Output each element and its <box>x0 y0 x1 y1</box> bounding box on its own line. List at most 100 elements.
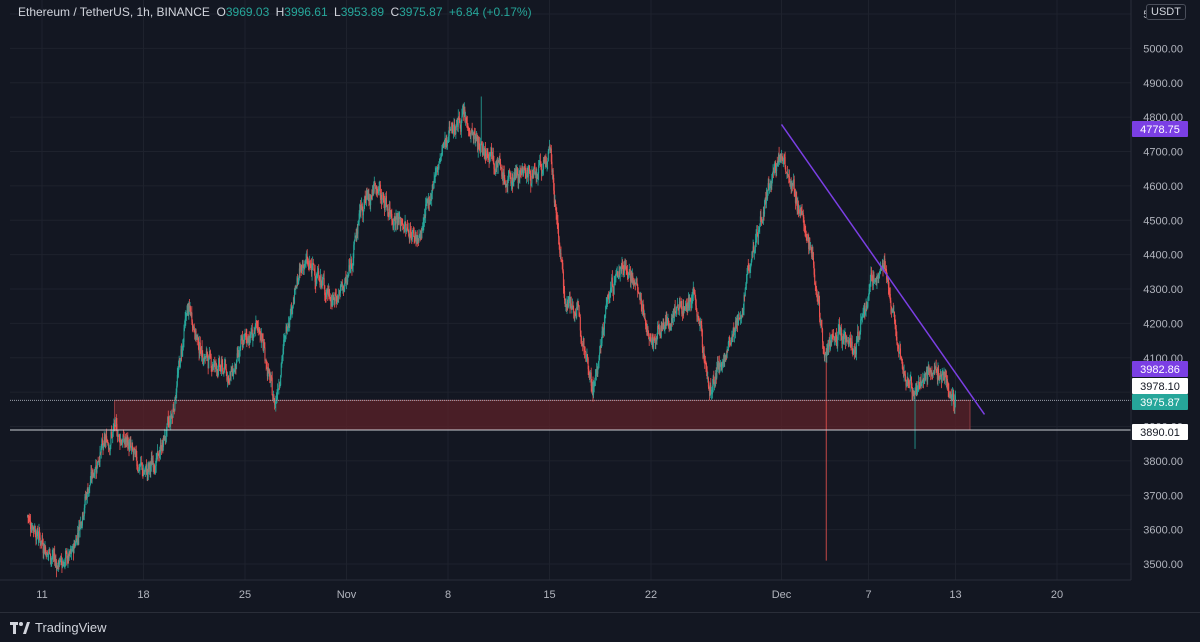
candle-body <box>409 228 411 240</box>
candle-body <box>758 226 760 230</box>
candle-body <box>362 211 364 216</box>
candle <box>129 436 131 448</box>
candle <box>400 217 402 232</box>
time-tick-label: 20 <box>1051 589 1063 601</box>
tradingview-brand-label: TradingView <box>35 620 107 635</box>
candle <box>52 548 54 563</box>
candle <box>280 362 282 378</box>
candle-body <box>793 179 795 184</box>
candle-body <box>792 183 794 186</box>
candle <box>472 132 474 144</box>
candle <box>765 187 767 209</box>
candle-body <box>862 313 864 317</box>
candle-body <box>349 267 351 270</box>
candle <box>391 208 393 226</box>
candle <box>74 541 76 548</box>
candle-body <box>632 275 634 281</box>
candle <box>690 294 692 311</box>
candle <box>903 366 905 378</box>
candle-body <box>226 373 228 380</box>
candle-body <box>801 211 803 215</box>
candle <box>694 289 696 300</box>
candle-body <box>500 162 502 169</box>
candle-body <box>98 461 100 462</box>
candle-body <box>410 232 412 238</box>
candle <box>555 204 557 220</box>
candle-body <box>599 352 601 357</box>
candle-body <box>843 335 845 338</box>
candle <box>678 307 680 315</box>
candle <box>555 199 557 211</box>
candle-body <box>296 278 298 288</box>
candle <box>361 202 363 212</box>
candle-body <box>662 322 664 329</box>
candle <box>238 350 240 358</box>
price-chart[interactable]: 3500.003600.003700.003800.003900.004000.… <box>0 0 1200 612</box>
candle <box>877 272 879 283</box>
candle-body <box>246 335 248 340</box>
candle <box>524 164 526 179</box>
candle-body <box>236 353 238 360</box>
candle <box>684 300 686 312</box>
candle-body <box>481 146 483 155</box>
candle <box>492 147 494 160</box>
candle-body <box>80 521 82 526</box>
candle-body <box>468 127 470 131</box>
candle <box>33 526 35 538</box>
candle <box>532 170 534 179</box>
candle-body <box>657 326 659 328</box>
candle <box>488 152 490 168</box>
candle-body <box>699 322 701 325</box>
candle <box>183 324 185 348</box>
candle <box>237 346 239 358</box>
candle <box>773 167 775 179</box>
candle-body <box>35 536 37 541</box>
candle-body <box>106 436 108 442</box>
candle <box>204 354 206 362</box>
candle-body <box>513 172 515 176</box>
candle <box>823 346 825 362</box>
candle-body <box>752 251 753 253</box>
candle-body <box>97 461 99 463</box>
candle-body <box>877 275 879 277</box>
candle <box>336 294 338 305</box>
candle <box>172 415 173 424</box>
candle <box>596 366 598 377</box>
candle <box>186 305 188 316</box>
candle-body <box>690 301 692 309</box>
candle <box>446 134 448 148</box>
candle-body <box>424 215 426 217</box>
tradingview-brand[interactable]: TradingView <box>10 620 107 635</box>
candle-body <box>49 553 51 560</box>
candle <box>579 314 581 337</box>
candle-body <box>536 174 538 177</box>
candle <box>571 298 573 310</box>
candle <box>855 336 857 361</box>
candle <box>124 438 126 445</box>
candle <box>258 327 260 333</box>
candle <box>404 221 405 233</box>
candle <box>795 190 797 204</box>
candle-body <box>140 462 142 464</box>
currency-badge[interactable]: USDT <box>1146 4 1186 20</box>
candle <box>569 291 571 314</box>
candle-body <box>404 224 405 233</box>
candle-body <box>385 196 387 206</box>
candle <box>39 527 41 541</box>
candle <box>476 132 478 142</box>
candle <box>660 321 662 339</box>
candle-body <box>626 271 628 274</box>
candle <box>115 414 117 432</box>
candle-body <box>747 265 749 269</box>
candle <box>376 185 378 197</box>
candle <box>277 383 279 400</box>
candle <box>103 431 105 448</box>
candle <box>813 261 815 278</box>
candle <box>787 165 789 179</box>
candle-body <box>522 167 524 176</box>
candle <box>210 349 212 359</box>
candle <box>585 354 587 362</box>
candle <box>455 119 457 131</box>
candle-body <box>471 128 473 133</box>
grid-lines <box>10 0 1131 580</box>
